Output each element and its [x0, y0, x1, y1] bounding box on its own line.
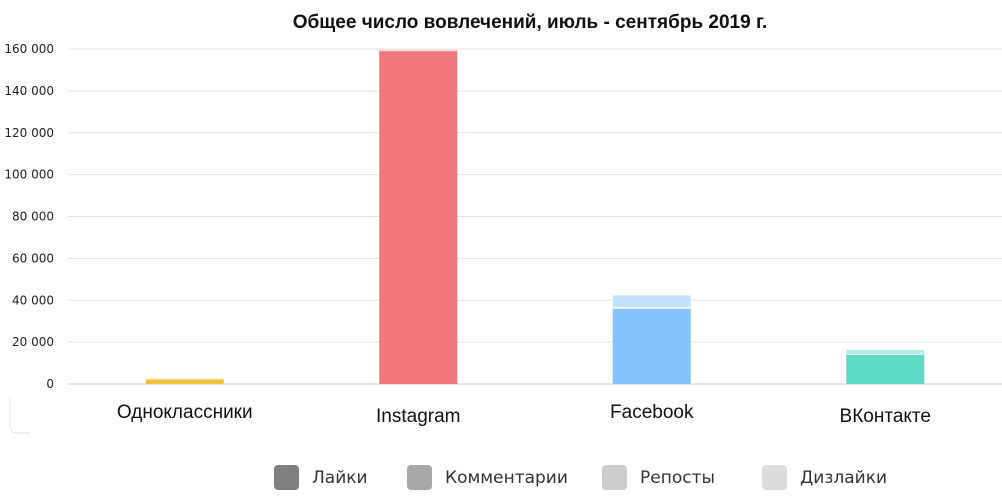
y-axis: 0 20 000 40 000 60 000 80 000 100 000 120 000 1…	[4, 42, 54, 391]
x-tick-label: Одноклассники	[117, 402, 253, 423]
legend-label: Репосты	[640, 468, 715, 488]
bar-segment	[846, 353, 925, 355]
y-tick-label: 40 000	[12, 293, 54, 307]
y-tick-label: 100 000	[4, 168, 54, 182]
y-tick-label: 160 000	[4, 42, 54, 56]
legend-swatch	[602, 465, 627, 490]
legend-swatch	[274, 465, 299, 490]
legend-swatch	[762, 465, 787, 490]
bar-segment	[846, 349, 925, 354]
legend-label: Лайки	[312, 468, 368, 488]
bar-segment	[145, 378, 224, 380]
x-axis: Одноклассники Instagram Facebook ВКонтакте	[117, 402, 931, 427]
y-tick-label: 80 000	[12, 210, 54, 224]
bar-segment	[846, 354, 925, 384]
grid	[68, 48, 1002, 385]
y-tick-label: 20 000	[12, 335, 54, 349]
legend-swatch	[407, 465, 432, 490]
bars	[145, 49, 925, 384]
bar-segment	[379, 49, 458, 52]
bar-segment	[145, 379, 224, 384]
y-tick-label: 140 000	[4, 84, 54, 98]
chart-title: Общее число вовлечений, июль - сентябрь …	[293, 12, 768, 33]
legend-label: Дизлайки	[800, 468, 887, 488]
bar-segment	[379, 51, 458, 384]
x-tick-label: Facebook	[610, 402, 694, 423]
y-tick-label: 120 000	[4, 126, 54, 140]
legend: Лайки Комментарии Репосты Дизлайки	[274, 465, 887, 490]
x-tick-label: ВКонтакте	[840, 406, 931, 427]
bar-segment	[612, 308, 691, 384]
bar-segment	[612, 306, 691, 309]
y-tick-label: 0	[46, 377, 54, 391]
plot-frame-corner	[9, 398, 30, 434]
bar-segment	[612, 295, 691, 307]
legend-label: Комментарии	[445, 468, 568, 488]
y-tick-label: 60 000	[12, 251, 54, 265]
x-tick-label: Instagram	[376, 406, 460, 427]
